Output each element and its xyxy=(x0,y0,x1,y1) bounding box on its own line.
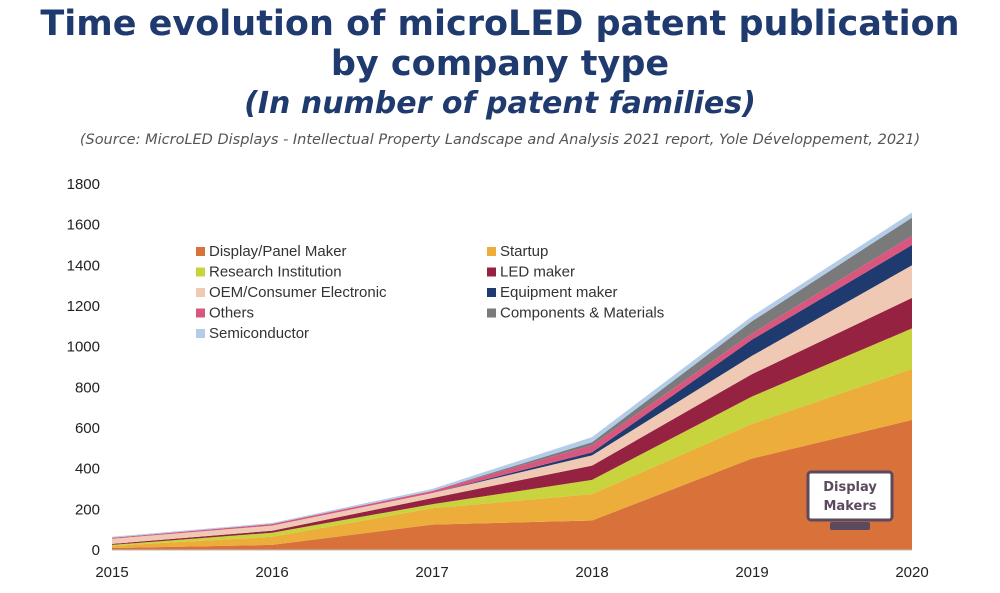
chart-source: (Source: MicroLED Displays - Intellectua… xyxy=(79,132,921,148)
area-startup xyxy=(112,369,912,548)
legend-swatch-others xyxy=(196,308,205,318)
legend-swatch-equipment-maker xyxy=(487,288,496,297)
logo-text-line-1: Display xyxy=(823,480,877,495)
y-tick-label: 600 xyxy=(75,420,100,437)
y-tick-label: 400 xyxy=(75,461,100,478)
x-tick-label: 2017 xyxy=(415,564,448,581)
y-tick-label: 800 xyxy=(75,379,100,396)
legend-label-startup: Startup xyxy=(500,243,548,260)
x-tick-label: 2020 xyxy=(895,564,928,581)
x-tick-label: 2016 xyxy=(255,564,288,581)
legend-swatch-startup xyxy=(487,247,496,256)
y-tick-label: 1000 xyxy=(67,339,100,356)
legend-swatch-display-panel-maker xyxy=(196,247,205,256)
monitor-screen-icon xyxy=(806,470,894,522)
legend-label-display-panel-maker: Display/Panel Maker xyxy=(209,243,347,260)
legend-swatch-led-maker xyxy=(487,267,496,277)
y-tick-label: 200 xyxy=(75,501,100,518)
x-tick-label: 2019 xyxy=(735,564,768,581)
chart-title-line-1: Time evolution of microLED patent public… xyxy=(40,4,960,44)
legend-label-equipment-maker: Equipment maker xyxy=(500,284,618,301)
y-tick-label: 0 xyxy=(92,542,100,559)
legend-swatch-research-institution xyxy=(196,267,205,277)
legend-swatch-oem-consumer-electronic xyxy=(196,288,205,297)
legend: Display/Panel Maker Startup Research Insti… xyxy=(196,243,664,342)
chart-title-line-2: by company type xyxy=(330,44,670,84)
x-tick-label: 2015 xyxy=(95,564,128,581)
logo-text-line-2: Makers xyxy=(824,499,877,514)
chart-subtitle: (In number of patent families) xyxy=(244,86,756,121)
legend-label-others: Others xyxy=(209,305,254,322)
legend-swatch-semiconductor xyxy=(196,329,205,338)
y-axis-ticks: 0 200 400 600 800 1000 1200 1400 1600 1800 xyxy=(67,176,100,559)
x-tick-label: 2018 xyxy=(575,564,608,581)
legend-label-research-institution: Research Institution xyxy=(209,264,342,281)
monitor-stand-icon xyxy=(830,522,870,530)
legend-label-semiconductor: Semiconductor xyxy=(209,325,309,342)
y-tick-label: 1600 xyxy=(67,217,100,234)
y-tick-label: 1200 xyxy=(67,298,100,315)
legend-label-led-maker: LED maker xyxy=(500,264,575,281)
y-tick-label: 1400 xyxy=(67,257,100,274)
legend-swatch-components-materials xyxy=(487,308,496,318)
legend-label-oem-consumer-electronic: OEM/Consumer Electronic xyxy=(209,284,387,301)
area-display-panel-maker xyxy=(112,419,912,550)
legend-label-components-materials: Components & Materials xyxy=(500,305,664,322)
area-layers xyxy=(112,212,912,550)
y-tick-label: 1800 xyxy=(67,176,100,193)
display-makers-logo: Display Makers xyxy=(806,470,894,530)
x-axis-ticks: 2015 2016 2017 2018 2019 2020 xyxy=(95,564,928,581)
